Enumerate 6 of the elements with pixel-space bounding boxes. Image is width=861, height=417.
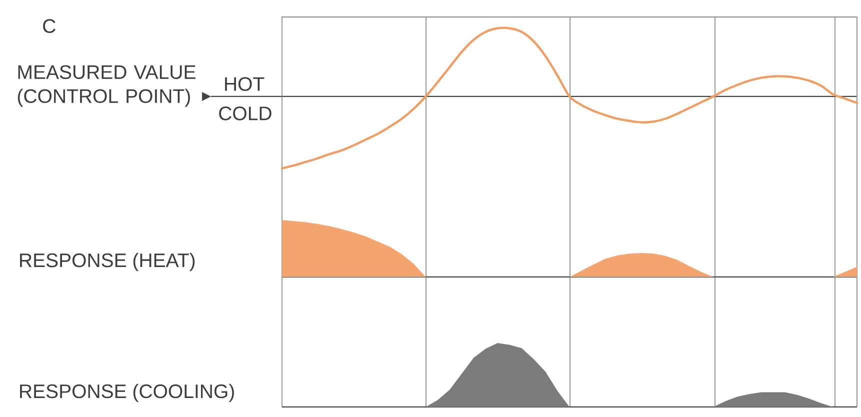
y-axis-title: RESPONSE (COOLING) (20, 384, 234, 402)
y-axis-title: RESPONSE (HEAT) (20, 252, 195, 272)
y-axis-title: MEASURED VALUE (CONTROL POINT) (18, 65, 196, 107)
text: HOT (225, 77, 264, 91)
text: COLD (219, 106, 272, 120)
text: C (43, 19, 56, 33)
